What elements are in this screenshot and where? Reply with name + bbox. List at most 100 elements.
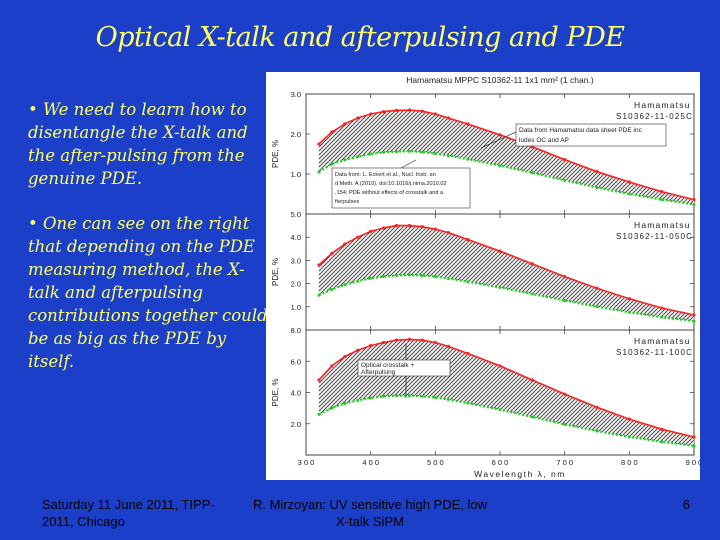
annotation-arrow	[400, 159, 417, 169]
y-axis-label: PDE, %	[271, 258, 280, 286]
data-point-datasheet	[446, 116, 450, 120]
crosstalk-afterpulsing-area	[318, 110, 694, 205]
annotation-box	[357, 359, 451, 377]
data-point-eckert	[369, 276, 373, 280]
data-point-eckert	[433, 396, 437, 399]
data-point-datasheet	[660, 190, 664, 194]
data-point-datasheet	[660, 306, 664, 310]
data-point-datasheet	[343, 354, 347, 359]
y-tick-label: 4.0	[291, 233, 301, 242]
data-point-eckert	[382, 150, 386, 154]
sensor-brand-label: Hamamatsu	[634, 220, 691, 230]
y-tick-label: 5.0	[291, 210, 301, 219]
data-point-datasheet	[466, 237, 470, 242]
data-point-eckert	[627, 192, 631, 196]
data-point-datasheet	[466, 351, 470, 356]
data-point-datasheet	[330, 251, 334, 256]
data-point-datasheet	[369, 344, 373, 348]
annotation-text: Data from Hamamatsu data sheet PDE inc	[519, 127, 643, 134]
data-point-datasheet	[317, 378, 321, 382]
data-point-eckert	[563, 178, 567, 182]
annotation-crosstalk: Optical crosstalk +Afterpulsing	[357, 344, 451, 398]
footer-author-talk: R. Mirzoyan: UV sensitive high PDE, low …	[252, 497, 488, 529]
data-point-eckert	[466, 280, 470, 284]
bullet-item: • One can see on the right that dependin…	[28, 214, 268, 371]
data-point-eckert	[369, 396, 373, 400]
annotation-box	[515, 123, 667, 147]
data-point-datasheet	[433, 340, 437, 345]
data-point-datasheet	[660, 427, 664, 431]
data-point-eckert	[317, 412, 321, 416]
x-tick-label: 5 0 0	[427, 458, 444, 467]
data-point-eckert	[343, 283, 347, 287]
sensor-brand-label: Hamamatsu	[634, 100, 691, 110]
y-axis-label: PDE, %	[271, 378, 280, 406]
data-point-eckert	[595, 305, 599, 309]
data-point-eckert	[530, 171, 534, 175]
chart-panel-2: 1.0 2.0 3.0 4.0 5.0 PDE, % Hamamatsu S10362-11-…	[271, 210, 696, 331]
y-tick-label: 1.0	[291, 170, 301, 179]
sensor-model-label: S10362-11-025C	[616, 112, 693, 121]
data-point-datasheet	[407, 224, 412, 228]
data-point-eckert	[356, 279, 360, 283]
data-point-eckert	[317, 170, 321, 174]
annotation-text: Optical crosstalk +	[361, 362, 414, 369]
data-point-datasheet	[627, 297, 631, 301]
data-point-eckert	[395, 394, 399, 398]
x-tick-label: 8 0 0	[621, 458, 638, 467]
data-point-datasheet	[595, 405, 599, 409]
data-point-eckert	[660, 440, 664, 444]
data-point-eckert	[627, 435, 631, 439]
data-point-datasheet	[317, 263, 321, 267]
x-tick-label: 9 0 0	[686, 458, 700, 467]
data-point-eckert	[660, 198, 664, 202]
y-tick-label: 8.0	[291, 326, 301, 335]
data-point-eckert	[395, 273, 399, 277]
annotation-text: fterpulses	[335, 199, 359, 205]
data-point-eckert	[563, 422, 567, 426]
data-point-eckert	[420, 273, 424, 277]
data-point-eckert	[466, 401, 470, 405]
y-tick-label: 1.0	[291, 303, 301, 312]
data-point-datasheet	[563, 158, 567, 162]
figure-title: Hamamatsu MPPC S10362-11 1x1 mm² (1 chan…	[406, 75, 594, 85]
data-point-eckert	[356, 155, 360, 159]
data-point-eckert	[433, 275, 437, 279]
data-point-datasheet	[382, 110, 386, 114]
data-point-eckert	[420, 150, 424, 154]
x-tick-label: 6 0 0	[492, 458, 509, 467]
data-point-eckert	[498, 164, 502, 168]
data-point-eckert	[530, 415, 534, 419]
data-point-datasheet	[394, 224, 399, 228]
bullet-list: • We need to learn how to disentangle th…	[28, 98, 268, 395]
y-tick-label: 3.0	[291, 90, 301, 99]
data-point-datasheet	[433, 112, 437, 116]
data-point-datasheet	[382, 340, 386, 345]
y-tick-label: 3.0	[291, 256, 301, 265]
page-number: 6	[682, 497, 690, 512]
data-point-eckert	[407, 394, 411, 398]
slide-title: Optical X-talk and afterpulsing and PDE	[95, 22, 625, 53]
x-axis-label: Wavelength λ, nm	[474, 469, 566, 479]
data-point-datasheet	[343, 122, 347, 126]
data-point-eckert	[692, 319, 696, 323]
data-point-datasheet	[407, 337, 412, 341]
data-point-datasheet	[369, 112, 373, 116]
data-point-eckert	[420, 394, 424, 398]
data-point-datasheet	[692, 313, 696, 317]
chart-panel-1: 1.0 2.0 3.0 PDE, % Hamamatsu S10362-11-025C	[271, 90, 696, 215]
data-point-datasheet	[356, 116, 360, 120]
annotation-text: Afterpulsing	[361, 369, 396, 376]
data-point-datasheet	[330, 130, 334, 134]
data-point-datasheet	[563, 275, 567, 279]
x-tick-label: 7 0 0	[556, 458, 573, 467]
annotation-text: d Meth. A (2010), doi:10.1016/j.nima.201…	[335, 181, 447, 187]
data-point-eckert	[395, 150, 399, 154]
data-point-datasheet	[317, 142, 321, 146]
crosstalk-afterpulsing-area	[318, 225, 694, 322]
data-point-datasheet	[498, 249, 502, 253]
data-point-datasheet	[498, 364, 502, 368]
annotation-datasheet: Data from Hamamatsu data sheet PDE inc lu…	[480, 123, 667, 149]
data-point-eckert	[382, 394, 386, 398]
data-point-datasheet	[446, 344, 450, 349]
